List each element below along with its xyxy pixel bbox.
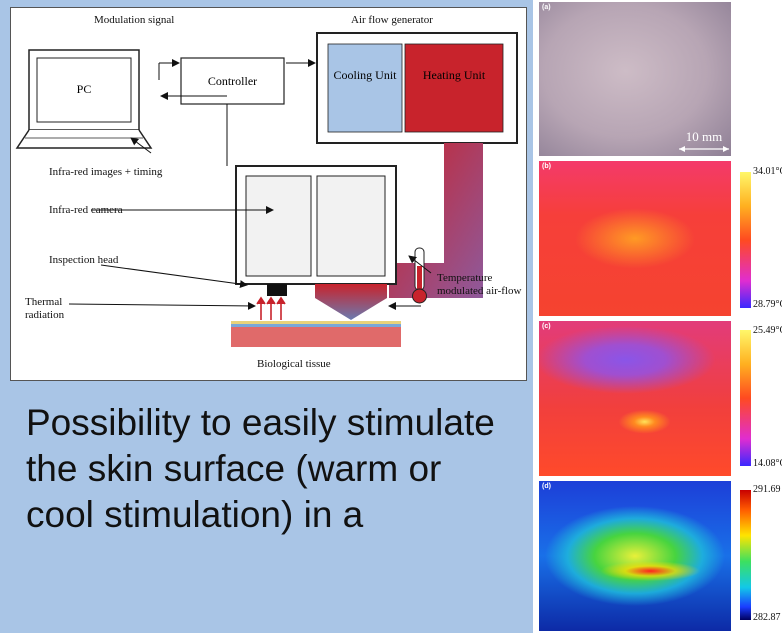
panel-c-label: (c): [542, 323, 551, 330]
thermal-panels: (a) 10 mm (b) 34.01°C 28.79°C (c) 25.49°…: [533, 0, 782, 633]
infrared-camera-body: [245, 175, 312, 277]
panel-b-max: 34.01°C: [753, 166, 782, 177]
pc-computer: [15, 49, 153, 149]
heating-unit: [404, 43, 504, 133]
panel-d-min: 282.87: [753, 612, 781, 623]
modulation-signal-label: Modulation signal: [94, 14, 175, 26]
cooling-unit: [327, 43, 403, 133]
panel-a-skin-photo: (a) 10 mm: [539, 2, 731, 156]
heating-unit-label: Heating Unit: [422, 68, 486, 82]
tissue-layers: [231, 321, 401, 347]
infrared-camera-label: Infra-red camera: [49, 204, 123, 216]
air-flow-generator-label: Air flow generator: [351, 14, 433, 26]
setup-schematic: Modulation signal Air flow generator PC …: [10, 7, 527, 381]
panel-c-thermogram: (c): [539, 321, 731, 476]
panel-d-thermogram: (d): [539, 481, 731, 631]
caption-text: Possibility to easily stimulate the skin…: [26, 402, 495, 535]
panel-c-min: 14.08°C: [753, 458, 782, 469]
thermal-radiation-arrows: [256, 296, 286, 320]
airflow-nozzle: [315, 284, 387, 320]
infrared-images-label: Infra-red images + timing: [49, 166, 163, 178]
controller-label: Controller: [207, 74, 258, 88]
panel-b-colorbar: [740, 172, 751, 308]
camera-lens: [267, 284, 287, 296]
panel-b-min: 28.79°C: [753, 299, 782, 310]
panel-a-scale-text: 10 mm: [685, 129, 723, 144]
biological-tissue-label: Biological tissue: [257, 358, 331, 370]
panel-d-colorbar: [740, 490, 751, 620]
scale-arrow-icon: [679, 146, 729, 152]
pc-label: PC: [76, 82, 92, 96]
thermometer-icon: [412, 247, 427, 304]
panel-a-label: (a): [542, 4, 551, 11]
air-channel: [316, 175, 386, 277]
panel-c-max: 25.49°C: [753, 325, 782, 336]
temperature-airflow-label: Temperature modulated air-flow: [437, 272, 522, 297]
panel-c-colorbar: [740, 330, 751, 466]
panel-d-max: 291.69: [753, 484, 781, 495]
panel-b-thermogram: (b): [539, 161, 731, 316]
panel-d-label: (d): [542, 483, 551, 490]
schematic-drawing: [15, 32, 518, 347]
panel-b-label: (b): [542, 163, 551, 170]
cooling-unit-label: Cooling Unit: [333, 68, 397, 82]
inspection-head-label: Inspection head: [49, 254, 119, 266]
thermal-radiation-label: Thermal radiation: [25, 296, 65, 321]
air-duct: [389, 143, 483, 298]
